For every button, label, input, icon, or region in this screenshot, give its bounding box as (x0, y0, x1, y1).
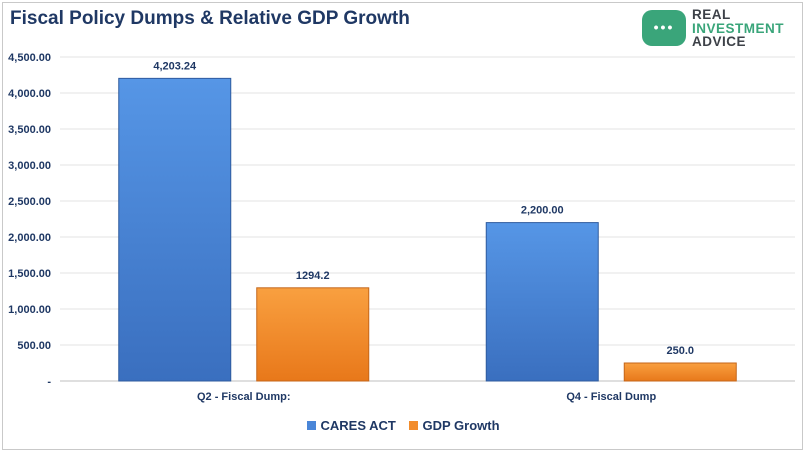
x-tick-label: Q2 - Fiscal Dump: (197, 391, 291, 403)
data-label: 1294.2 (296, 270, 330, 282)
y-tick-label: 3,500.00 (8, 124, 51, 136)
data-labels: 4,203.24 1294.2 2,200.00 250.0 (153, 60, 694, 357)
y-axis-tick-labels: - 500.00 1,000.00 1,500.00 2,000.00 2,500.00 3… (8, 52, 51, 388)
bar-cares-act (118, 77, 232, 382)
logo-line-3: ADVICE (692, 34, 747, 49)
y-tick-label: 4,500.00 (8, 52, 51, 64)
bar-gdp-growth (256, 287, 370, 382)
y-tick-label: 4,000.00 (8, 88, 51, 100)
y-tick-label: 2,500.00 (8, 196, 51, 208)
chart-title: Fiscal Policy Dumps & Relative GDP Growt… (10, 8, 410, 29)
y-tick-label: - (47, 376, 51, 388)
bars (118, 77, 737, 382)
data-label: 4,203.24 (153, 60, 197, 72)
y-tick-label: 2,000.00 (8, 232, 51, 244)
logo-dots: ••• (653, 19, 675, 35)
legend-item-cares-act: CARES ACT (307, 418, 396, 433)
x-axis-tick-labels: Q2 - Fiscal Dump: Q4 - Fiscal Dump (197, 391, 656, 403)
legend-swatch-orange (409, 421, 419, 430)
legend: CARES ACT GDP Growth (0, 418, 807, 433)
bar-cares-act (485, 222, 599, 382)
data-label: 250.0 (666, 345, 694, 357)
logo-line-1: REAL (692, 7, 731, 22)
logo-line-2: INVESTMENT (692, 20, 785, 36)
logo-badge-icon (642, 10, 686, 46)
data-label: 2,200.00 (521, 205, 564, 217)
y-tick-label: 3,000.00 (8, 160, 51, 172)
legend-item-gdp-growth: GDP Growth (409, 418, 500, 433)
y-tick-label: 500.00 (17, 340, 51, 352)
legend-label: CARES ACT (320, 418, 396, 433)
legend-swatch-blue (307, 421, 317, 430)
y-tick-label: 1,500.00 (8, 268, 51, 280)
real-investment-advice-logo: ••• REAL INVESTMENT ADVICE (642, 8, 802, 50)
bar-gdp-growth (623, 362, 737, 382)
y-tick-label: 1,000.00 (8, 304, 51, 316)
logo-wordmark: REAL INVESTMENT ADVICE (692, 8, 784, 49)
x-tick-label: Q4 - Fiscal Dump (566, 391, 656, 403)
legend-label: GDP Growth (422, 418, 500, 433)
